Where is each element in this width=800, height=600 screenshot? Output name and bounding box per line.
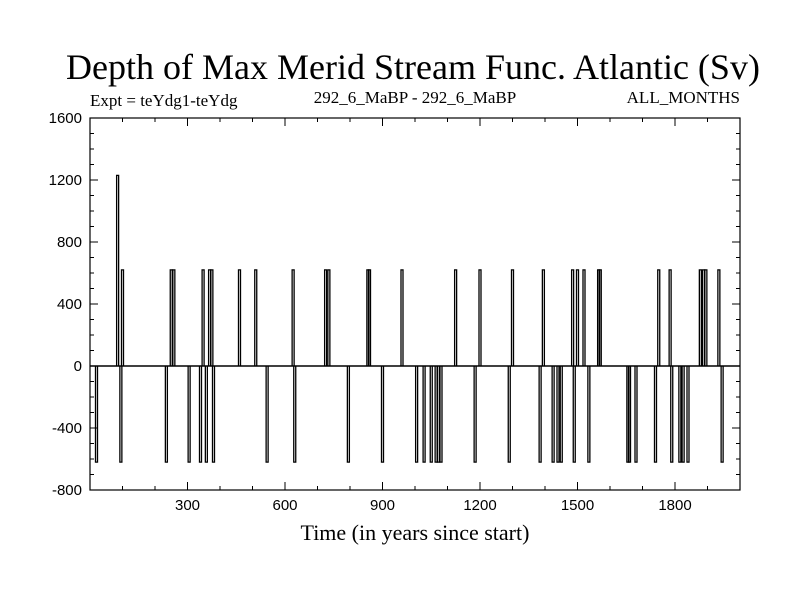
subtitle-left: Expt = teYdg1-teYdg bbox=[90, 91, 238, 110]
series-spike bbox=[653, 366, 658, 463]
series-spike bbox=[210, 269, 214, 366]
series-spike bbox=[400, 269, 404, 366]
series-spike bbox=[187, 366, 191, 463]
series-spike bbox=[201, 269, 205, 366]
series-spike bbox=[265, 366, 269, 463]
x-tick-label: 1500 bbox=[561, 497, 594, 514]
series-spike bbox=[720, 366, 724, 463]
series-spike bbox=[686, 366, 690, 463]
series-spike bbox=[367, 269, 372, 366]
series-spike bbox=[436, 366, 441, 463]
series-spike bbox=[172, 269, 176, 366]
spikes-layer bbox=[90, 174, 740, 463]
subtitle-center: 292_6_MaBP - 292_6_MaBP bbox=[314, 88, 516, 107]
series-spike bbox=[327, 269, 331, 366]
series-spike bbox=[473, 366, 477, 463]
series-spike bbox=[575, 269, 580, 366]
series-spike bbox=[211, 366, 216, 463]
x-tick-label: 600 bbox=[272, 497, 297, 514]
series-spike bbox=[94, 366, 99, 463]
series-spike bbox=[681, 366, 685, 463]
series-spike bbox=[169, 269, 173, 366]
series-spike bbox=[704, 269, 708, 366]
subtitle-right: ALL_MONTHS bbox=[627, 88, 740, 107]
y-tick-label: -400 bbox=[52, 420, 82, 437]
series-spike bbox=[323, 269, 328, 366]
series-spike bbox=[538, 366, 542, 463]
series-spike bbox=[572, 366, 576, 463]
series-spike bbox=[380, 366, 385, 463]
series-spike bbox=[291, 269, 295, 366]
series-spike bbox=[551, 366, 555, 463]
series-spike bbox=[414, 366, 419, 463]
series-spike bbox=[478, 269, 482, 366]
series-spike bbox=[164, 366, 169, 463]
y-tick-label: 0 bbox=[74, 358, 82, 375]
chart-title: Depth of Max Merid Stream Func. Atlantic… bbox=[66, 47, 760, 87]
series-spike bbox=[634, 366, 638, 463]
series-spike bbox=[570, 269, 575, 366]
series-spike bbox=[439, 366, 443, 463]
series-spike bbox=[198, 366, 203, 463]
series-spike bbox=[587, 366, 591, 463]
series-spike bbox=[670, 366, 674, 463]
series-spike bbox=[119, 366, 123, 463]
series-spike bbox=[598, 269, 602, 366]
y-tick-label: 1200 bbox=[49, 172, 82, 189]
series-spike bbox=[293, 366, 297, 463]
series-spike bbox=[556, 366, 560, 463]
series-spike bbox=[120, 269, 125, 366]
x-tick-label: 1800 bbox=[658, 497, 691, 514]
y-tick-label: 800 bbox=[57, 234, 82, 251]
y-tick-label: -800 bbox=[52, 482, 82, 499]
series-spike bbox=[559, 366, 563, 463]
series-spike bbox=[678, 366, 682, 463]
series-spike bbox=[429, 366, 433, 463]
series-spike bbox=[204, 366, 209, 463]
x-tick-label: 1200 bbox=[463, 497, 496, 514]
series-spike bbox=[254, 269, 258, 366]
series-spike bbox=[237, 269, 242, 366]
x-axis-label: Time (in years since start) bbox=[301, 520, 530, 545]
x-tick-label: 900 bbox=[370, 497, 395, 514]
series-spike bbox=[582, 269, 586, 366]
series-spike bbox=[453, 269, 458, 366]
series-spike bbox=[541, 269, 546, 366]
series-spike bbox=[510, 269, 515, 366]
series-spike bbox=[717, 269, 721, 366]
series-spike bbox=[115, 174, 120, 366]
y-tick-label: 1600 bbox=[49, 110, 82, 127]
series-spike bbox=[657, 269, 661, 366]
x-tick-label: 300 bbox=[175, 497, 200, 514]
series-spike bbox=[507, 366, 511, 463]
ticks-layer: 1600 1200 800 400 0 -400 -800 300 600 900 1200 1500… bbox=[49, 110, 740, 514]
series-spike bbox=[422, 366, 426, 463]
series-spike bbox=[627, 366, 632, 463]
series-spike bbox=[668, 269, 672, 366]
series-spike bbox=[346, 366, 351, 463]
y-tick-label: 400 bbox=[57, 296, 82, 313]
series-spike bbox=[698, 269, 702, 366]
